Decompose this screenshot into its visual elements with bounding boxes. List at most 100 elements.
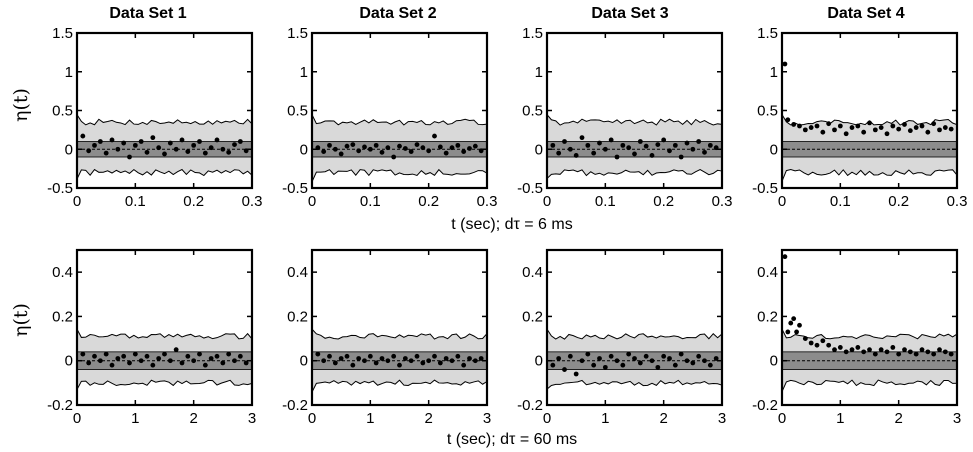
y-tick-label-r2c1-3: 0.4 (52, 264, 73, 281)
data-point-r1c3-23 (685, 141, 690, 146)
y-tick-label-r2c2-3: 0.4 (287, 264, 308, 281)
y-tick-label-r2c2-2: 0.2 (287, 308, 308, 325)
data-point-r2c4-14 (850, 347, 855, 352)
data-point-r2c3-1 (556, 356, 561, 361)
data-point-r2c4-13 (844, 349, 849, 354)
data-point-r1c3-19 (661, 138, 666, 143)
data-point-r2c1-4 (104, 352, 109, 357)
data-point-r2c1-22 (209, 356, 214, 361)
data-point-r1c4-19 (890, 124, 895, 129)
data-point-r1c2-19 (426, 148, 431, 153)
panel-title-data-set-4: Data Set 4 (827, 5, 904, 22)
data-point-r1c4-0 (783, 62, 788, 67)
panel-r2-c2: -0.200.20.40 1 2 3 (282, 250, 491, 427)
y-tick-label-r2c2-0: -0.2 (282, 397, 308, 414)
data-point-r1c3-13 (626, 145, 631, 150)
data-point-r2c2-20 (432, 354, 437, 359)
data-point-r2c3-2 (562, 367, 567, 372)
x-tick-label-r2c3-1: 1 (601, 410, 609, 427)
data-point-r1c3-12 (620, 143, 625, 148)
data-point-r1c4-28 (943, 125, 948, 130)
data-point-r2c4-30 (943, 349, 948, 354)
data-point-r1c4-4 (803, 127, 808, 132)
data-point-r1c1-18 (185, 149, 190, 154)
y-tick-label-r2c4-0: -0.2 (752, 397, 778, 414)
data-point-r1c3-17 (650, 153, 655, 158)
y-tick-label-r1c2-1: 0 (300, 141, 308, 158)
data-point-r2c2-1 (321, 358, 326, 363)
data-point-r2c2-8 (362, 358, 367, 363)
data-point-r1c1-12 (150, 135, 155, 140)
data-point-r2c1-17 (180, 361, 185, 366)
data-point-r2c2-17 (415, 354, 420, 359)
y-tick-label-r1c3-3: 1 (535, 64, 543, 81)
data-point-r1c4-14 (861, 130, 866, 135)
data-point-r2c2-9 (368, 354, 373, 359)
data-point-r2c1-21 (203, 363, 208, 368)
data-point-r1c3-18 (655, 142, 660, 147)
data-point-r1c3-6 (585, 143, 590, 148)
data-point-r1c3-10 (609, 138, 614, 143)
data-point-r2c2-16 (409, 358, 414, 363)
data-point-r1c2-3 (333, 147, 338, 152)
y-tick-label-r1c2-4: 1.5 (287, 25, 308, 42)
x-tick-label-r1c3-3: 0.3 (712, 193, 733, 210)
y-axis-label-top: η(t) (10, 88, 32, 122)
data-point-r1c1-3 (98, 139, 103, 144)
data-point-r2c4-9 (820, 338, 825, 343)
panel-title-data-set-1: Data Set 1 (109, 5, 186, 22)
data-point-r2c3-19 (661, 354, 666, 359)
data-point-r1c2-5 (345, 144, 350, 149)
data-point-r1c2-7 (356, 148, 361, 153)
data-point-r2c2-3 (333, 361, 338, 366)
data-point-r1c1-16 (174, 147, 179, 152)
data-point-r2c1-19 (191, 358, 196, 363)
data-point-r2c4-19 (879, 347, 884, 352)
data-point-r1c1-10 (139, 139, 144, 144)
data-point-r1c3-24 (690, 147, 695, 152)
y-tick-label-r1c2-3: 1 (300, 64, 308, 81)
x-tick-label-r2c4-2: 2 (894, 410, 902, 427)
panel-r1-c1: -0.500.511.50 0.1 0.2 0.3 (47, 25, 262, 210)
data-point-r1c2-2 (327, 143, 332, 148)
data-point-r2c2-6 (350, 363, 355, 368)
data-point-r1c1-23 (215, 138, 220, 143)
data-point-r1c1-25 (226, 150, 231, 155)
data-point-r1c4-23 (914, 125, 919, 130)
data-point-r1c1-20 (197, 139, 202, 144)
data-point-r2c2-10 (374, 361, 379, 366)
data-point-r2c4-6 (803, 336, 808, 341)
data-point-r2c1-0 (80, 352, 85, 357)
data-point-r1c3-3 (568, 147, 573, 152)
data-point-r2c2-12 (385, 358, 390, 363)
x-tick-label-r2c4-0: 0 (778, 410, 786, 427)
data-point-r2c3-16 (644, 354, 649, 359)
y-tick-label-r2c2-1: 0 (300, 353, 308, 370)
y-tick-label-r1c3-2: 0.5 (522, 103, 543, 120)
data-point-r2c2-14 (397, 363, 402, 368)
data-point-r2c3-18 (655, 365, 660, 370)
data-point-r1c1-17 (180, 138, 185, 143)
data-point-r2c1-13 (156, 356, 161, 361)
data-point-r2c1-25 (226, 352, 231, 357)
y-tick-label-r1c4-2: 0.5 (757, 103, 778, 120)
data-point-r1c4-20 (896, 127, 901, 132)
data-point-r2c2-18 (420, 361, 425, 366)
data-point-r1c4-8 (826, 121, 831, 126)
data-point-r1c1-15 (168, 141, 173, 146)
data-point-r2c4-28 (931, 352, 936, 357)
y-tick-label-r1c1-4: 1.5 (52, 25, 73, 42)
x-tick-label-r1c2-0: 0 (308, 193, 316, 210)
panel-title-data-set-2: Data Set 2 (359, 5, 436, 22)
data-point-r1c4-21 (902, 122, 907, 127)
data-point-r2c4-22 (896, 352, 901, 357)
data-point-r1c3-26 (702, 150, 707, 155)
x-axis-label-top: t (sec); dτ = 6 ms (451, 216, 572, 233)
data-point-r2c4-3 (791, 316, 796, 321)
data-point-r2c4-10 (826, 343, 831, 348)
data-point-r1c1-8 (127, 155, 132, 160)
data-point-r1c2-15 (403, 146, 408, 151)
data-point-r1c3-7 (591, 151, 596, 156)
y-tick-label-r2c4-2: 0.2 (757, 308, 778, 325)
data-point-r2c4-1 (785, 330, 790, 335)
